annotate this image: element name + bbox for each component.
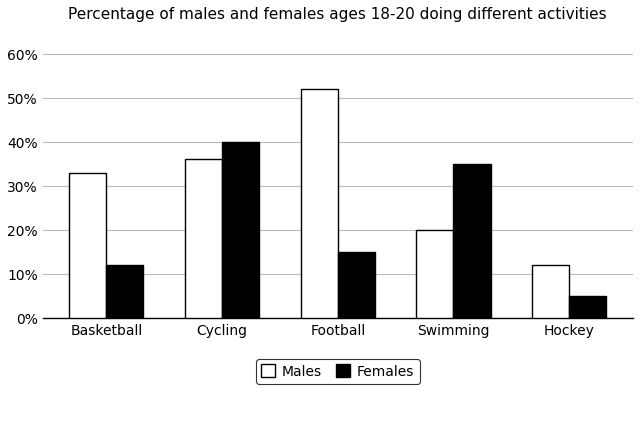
Bar [569, 296, 606, 318]
Bar [69, 173, 106, 318]
Legend: Males, Females: Males, Females [256, 359, 420, 384]
Bar [106, 265, 143, 318]
Bar [222, 142, 259, 318]
Bar [301, 90, 338, 318]
Bar [417, 230, 454, 318]
Title: Percentage of males and females ages 18-20 doing different activities: Percentage of males and females ages 18-… [68, 7, 607, 22]
Bar [454, 164, 490, 318]
Bar [532, 265, 569, 318]
Bar [185, 160, 222, 318]
Bar [338, 252, 375, 318]
